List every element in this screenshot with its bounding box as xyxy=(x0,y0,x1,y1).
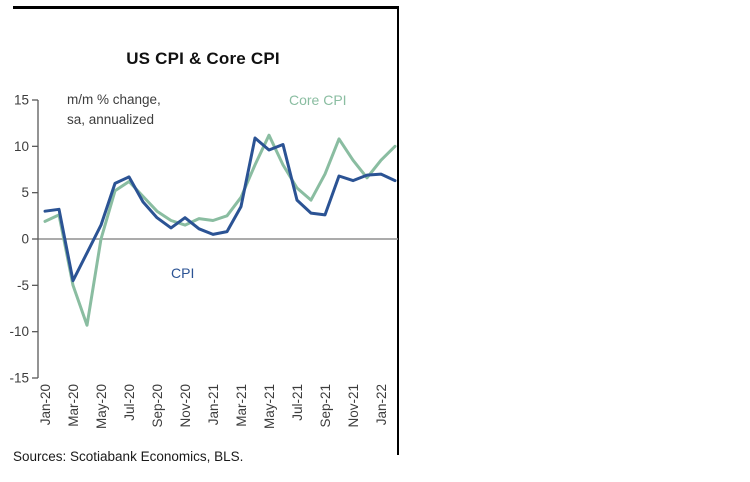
chart-title: US CPI & Core CPI xyxy=(126,49,280,68)
y-tick-label: 10 xyxy=(14,139,29,154)
x-tick-label: May-21 xyxy=(262,384,277,429)
y-tick-label: -10 xyxy=(9,324,29,339)
x-tick-label: Nov-20 xyxy=(178,384,193,428)
panel-right-rule xyxy=(397,6,399,455)
chart-annotation: m/m % change, sa, annualized xyxy=(67,90,161,129)
core-cpi-line xyxy=(43,133,397,327)
x-tick-label: Mar-20 xyxy=(66,384,81,427)
x-tick-label: Jan-22 xyxy=(374,384,389,425)
x-tick-label: Nov-21 xyxy=(346,384,361,428)
x-tick-label: Jul-21 xyxy=(290,384,305,421)
y-tick-label: 15 xyxy=(14,93,29,108)
y-tick-label: 5 xyxy=(21,185,29,200)
x-tick-label: Jan-21 xyxy=(206,384,221,425)
x-tick-label: Sep-21 xyxy=(318,384,333,428)
core-cpi-series-label: Core CPI xyxy=(289,92,347,108)
annotation-line-2: sa, annualized xyxy=(67,111,155,127)
cpi-line xyxy=(43,136,397,283)
y-tick-label: 0 xyxy=(21,232,29,247)
cpi-series-label: CPI xyxy=(171,265,195,281)
x-tick-label: May-20 xyxy=(94,384,109,429)
x-tick-label: Sep-20 xyxy=(150,384,165,428)
annotation-line-1: m/m % change, xyxy=(67,92,161,107)
x-tick-label: Jul-20 xyxy=(122,384,137,421)
y-tick-label: -15 xyxy=(9,371,29,386)
cpi-core-cpi-chart: -15 -10 -5 0 5 10 15 Jan-20 Mar-20 May-20 Jul-20 Se… xyxy=(9,93,398,429)
sources-note: Sources: Scotiabank Economics, BLS. xyxy=(13,449,244,464)
y-tick-label: -5 xyxy=(17,278,29,293)
x-tick-label: Jan-20 xyxy=(38,384,53,425)
panel-top-rule xyxy=(13,6,399,9)
x-tick-label: Mar-21 xyxy=(234,384,249,427)
